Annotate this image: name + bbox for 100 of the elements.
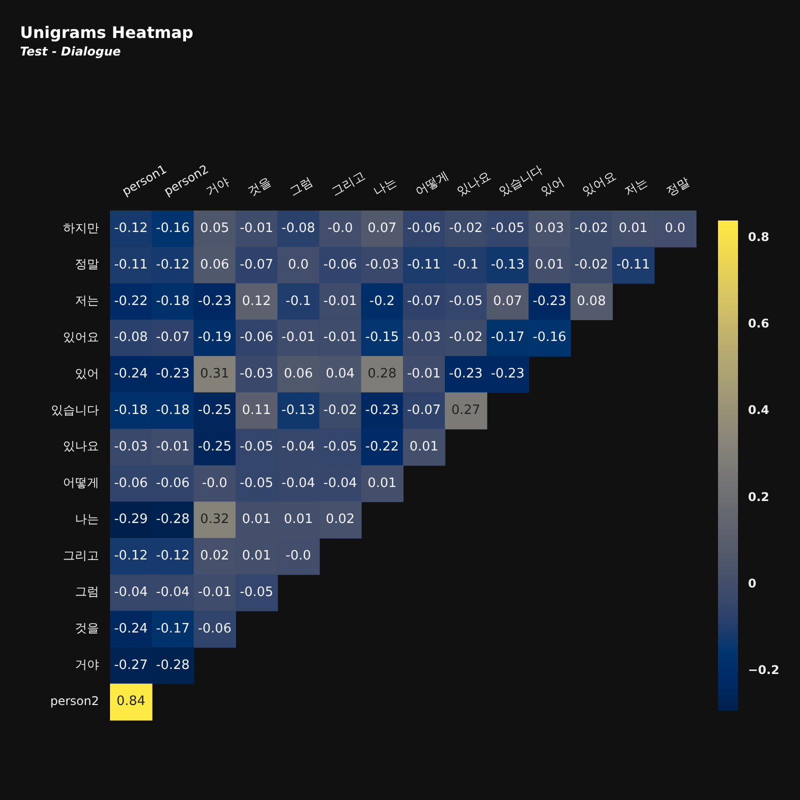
data-label: -0.23 [198,294,232,309]
data-label: -0.0 [286,548,312,564]
data-label: -0.07 [240,257,274,272]
data-label: -0.17 [156,621,190,636]
y-tick-label: person2 [50,694,99,708]
data-label: -0.06 [407,221,441,236]
data-label: 0.08 [576,294,606,309]
data-label: 0.27 [451,403,480,418]
x-tick-label: 그럼 [287,174,316,199]
data-label: -0.13 [490,257,524,272]
data-label: -0.05 [490,221,524,236]
color-bar-label: 0.6 [748,316,770,331]
data-label: -0.04 [282,439,316,454]
color-bar-label: 0.8 [748,230,770,244]
y-tick-label: 있나요 [63,439,99,454]
data-label: 0.28 [368,366,397,382]
data-label: -0.01 [240,221,274,236]
data-label: 0.07 [493,294,522,309]
y-tick-label: 그럼 [75,584,99,599]
data-label: -0.01 [323,294,358,309]
data-label: -0.24 [114,366,148,382]
data-label: -0.02 [323,403,358,418]
data-label: -0.22 [114,294,148,309]
color-bar-label: −0.2 [748,663,780,678]
data-label: -0.07 [407,294,441,309]
data-label: 0.01 [618,221,648,236]
data-label: 0.01 [409,439,438,454]
data-label: -0.02 [448,330,483,346]
data-label: -0.02 [448,221,483,236]
data-label: -0.05 [448,294,483,309]
data-label: 0.03 [535,221,564,236]
data-label: 0.02 [326,512,355,528]
x-tick-label: 있어 [538,174,566,199]
data-label: 0.05 [200,221,230,236]
data-label: -0.24 [114,621,148,636]
data-label: -0.04 [114,584,148,600]
data-label: -0.05 [240,476,274,491]
data-label: -0.11 [616,257,650,272]
data-label: -0.08 [282,221,316,236]
data-label: -0.12 [156,548,190,564]
data-label: -0.06 [240,330,274,346]
y-tick-label: 나는 [75,512,99,526]
data-label: 0.31 [200,366,230,382]
data-label: -0.12 [114,548,148,564]
data-label: 0.32 [200,512,230,528]
data-label: -0.05 [323,439,358,454]
data-label: -0.19 [198,330,232,346]
data-label: -0.28 [156,658,190,673]
data-label: -0.04 [282,476,316,491]
data-label: -0.23 [156,366,190,382]
data-label: -0.13 [282,403,316,418]
color-bar-label: 0.4 [748,403,770,418]
x-tick-label: 거야 [204,174,232,199]
x-tick-label: 저는 [622,174,650,199]
data-label: -0.11 [407,257,441,272]
data-label: -0.1 [453,257,478,272]
data-label: -0.03 [365,257,399,272]
data-label: -0.23 [490,366,524,382]
data-label: -0.18 [156,294,190,309]
data-label: -0.01 [198,584,232,600]
data-label: -0.28 [156,512,190,528]
data-label: 0.02 [200,548,230,564]
data-label: -0.1 [286,294,312,309]
data-label: -0.0 [328,221,353,236]
data-label: -0.23 [448,366,483,382]
data-label: 0.01 [368,476,397,491]
data-label: 0.01 [242,512,271,528]
data-label: -0.07 [407,403,441,418]
data-label: -0.23 [365,403,399,418]
data-label: -0.16 [532,330,566,346]
y-tick-label: 있어 [75,366,99,380]
x-tick-label: 나는 [370,174,399,199]
y-tick-label: 저는 [75,294,99,308]
data-label: -0.11 [114,257,148,272]
data-label: -0.01 [407,366,441,382]
data-label: -0.04 [323,476,358,491]
data-label: -0.08 [114,330,148,346]
y-tick-label: 정말 [75,257,99,272]
data-label: 0.0 [288,257,309,272]
data-label: -0.06 [114,476,148,491]
data-label: -0.18 [156,403,190,418]
chart-title: Unigrams Heatmap [20,22,194,42]
color-bar-label: 0.2 [748,490,770,504]
data-label: 0.0 [664,221,686,236]
data-label: -0.15 [365,330,399,346]
data-label: 0.12 [242,294,271,309]
y-tick-label: 어떻게 [63,476,99,490]
data-label: -0.05 [240,584,274,600]
data-label: -0.2 [369,294,395,309]
color-bar-label: 0 [748,576,756,590]
data-label: -0.12 [156,257,190,272]
data-label: -0.18 [114,403,148,418]
data-label: -0.22 [365,439,399,454]
data-label: -0.02 [574,257,608,272]
data-label: 0.04 [326,366,355,382]
data-label: -0.23 [532,294,566,309]
y-tick-label: 있습니다 [51,402,99,417]
data-label: -0.05 [240,439,274,454]
data-label: -0.07 [156,330,190,346]
data-label: -0.17 [490,330,524,346]
